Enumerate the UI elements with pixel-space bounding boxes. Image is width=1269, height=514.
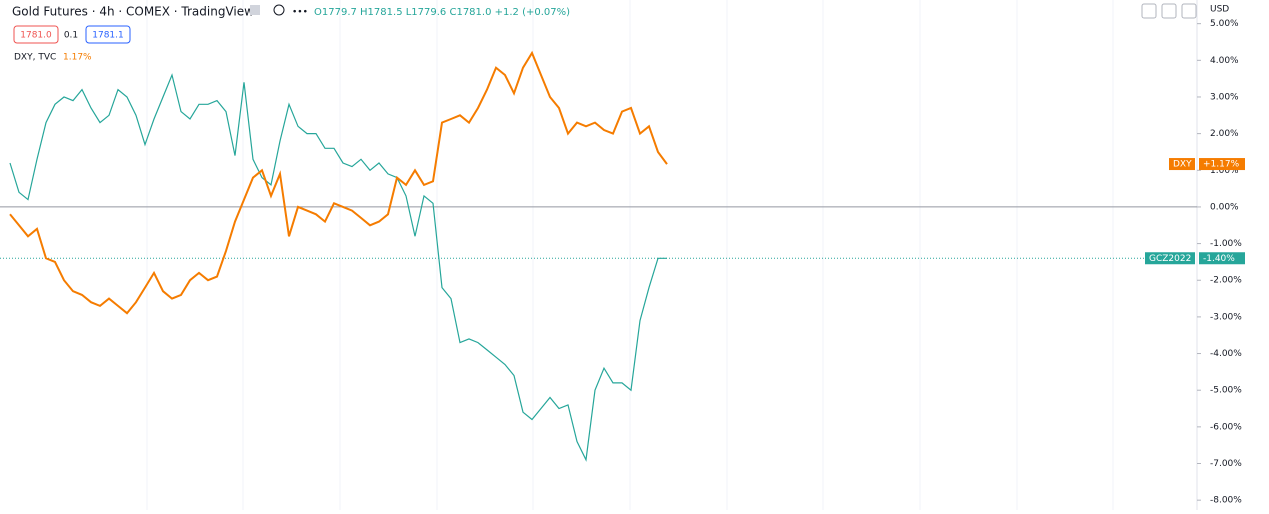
y-tick-label: -3.00% bbox=[1210, 312, 1242, 322]
y-tick-label: -8.00% bbox=[1210, 496, 1242, 506]
chart-title: Gold Futures · 4h · COMEX · TradingView bbox=[12, 5, 254, 19]
spread: 0.1 bbox=[64, 31, 78, 41]
badge bbox=[1145, 252, 1195, 265]
currency[interactable]: USD bbox=[1210, 5, 1229, 15]
y-tick-label: -1.00% bbox=[1210, 239, 1242, 249]
y-tick-label: 4.00% bbox=[1210, 56, 1239, 66]
btn-reset[interactable] bbox=[1181, 3, 1197, 19]
more-icon[interactable]: ••• bbox=[292, 8, 308, 18]
badge bbox=[1169, 158, 1195, 171]
flag-icon[interactable] bbox=[250, 5, 260, 15]
badge-name: GCZ2022 bbox=[1149, 254, 1191, 264]
y-tick-label: -4.00% bbox=[1210, 349, 1242, 359]
y-tick-label: -6.00% bbox=[1210, 422, 1242, 432]
badge-value: +1.17% bbox=[1203, 160, 1240, 170]
btn-fit[interactable] bbox=[1161, 3, 1177, 19]
y-tick-label: 5.00% bbox=[1210, 19, 1239, 29]
compare-change: 1.17% bbox=[63, 53, 92, 63]
compare-name: DXY, TVC bbox=[14, 53, 56, 63]
y-tick-label: 1.00% bbox=[1210, 166, 1239, 176]
badge bbox=[1199, 158, 1245, 171]
badge-name: DXY bbox=[1173, 160, 1192, 170]
bid-box[interactable] bbox=[13, 25, 59, 44]
series-line bbox=[9, 50, 668, 315]
badge-value: -1.40% bbox=[1203, 254, 1235, 264]
y-tick-label: 3.00% bbox=[1210, 92, 1239, 102]
eye-icon[interactable] bbox=[273, 4, 285, 16]
y-tick-label: -2.00% bbox=[1210, 276, 1242, 286]
bid: 1781.0 bbox=[20, 31, 52, 41]
y-tick-label: -7.00% bbox=[1210, 459, 1242, 469]
y-tick-label: -5.00% bbox=[1210, 386, 1242, 396]
ask-box[interactable] bbox=[85, 25, 131, 44]
badge bbox=[1199, 252, 1245, 265]
ask: 1781.1 bbox=[92, 31, 124, 41]
y-tick-label: 0.00% bbox=[1210, 202, 1239, 212]
series-line bbox=[9, 73, 667, 462]
y-tick-label: 2.00% bbox=[1210, 129, 1239, 139]
btn-down[interactable] bbox=[1141, 3, 1157, 19]
ohlc: O1779.7 H1781.5 L1779.6 C1781.0 +1.2 (+0… bbox=[314, 7, 570, 18]
